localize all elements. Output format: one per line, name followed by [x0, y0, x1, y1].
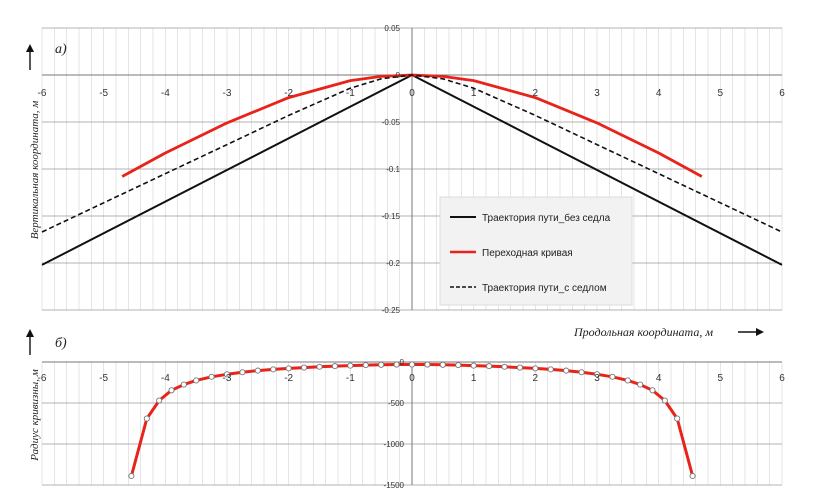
panel-b-x-tick-label: -3 — [223, 373, 232, 384]
panel-a-y-tick-label: -0.05 — [382, 118, 401, 127]
panel-b-point — [674, 415, 681, 422]
panel-b-point — [547, 366, 554, 373]
panel-b-point — [347, 362, 354, 369]
panel-a-grid — [41, 27, 783, 311]
panel-b-x-tick-label: -6 — [38, 373, 47, 384]
legend-label-saddle: Траектория пути_с седлом — [482, 283, 607, 294]
panel-b-point — [578, 369, 585, 376]
panel-a-x-tick-label: 2 — [533, 88, 539, 99]
panel-b-point — [362, 362, 369, 369]
panel-b-point — [637, 381, 644, 388]
panel-b-point — [439, 361, 446, 368]
panel-b-x-tick-label: 1 — [471, 373, 477, 384]
panel-b-point — [516, 364, 523, 371]
panel-b-ylabel: Радиус кривизны, м — [29, 369, 41, 462]
panel-b-x-tick-label: 3 — [594, 373, 600, 384]
panel-a-x-tick-label: 3 — [594, 88, 600, 99]
panel-b-xlabel: Продольная координата, м — [573, 325, 713, 339]
panel-b-point — [301, 364, 308, 371]
panel-b-y-tick-label: -1500 — [384, 481, 405, 490]
panel-b-x-tick-label: -1 — [346, 373, 355, 384]
panel-b-x-tick-label: 2 — [533, 373, 539, 384]
panel-b-x-tick-label: 0 — [409, 373, 415, 384]
panel-b-y-tick-label: -1000 — [384, 440, 405, 449]
panel-b-point — [408, 361, 416, 368]
panel-b-point — [254, 367, 261, 374]
panel-a-series — [41, 73, 783, 266]
panel-b-point — [316, 363, 323, 370]
panel-b-x-tick-label: 6 — [779, 373, 785, 384]
panel-b-point — [649, 387, 656, 394]
panel-b-point — [689, 472, 696, 480]
panel-b-point — [501, 363, 508, 370]
panel-b-point — [223, 371, 231, 378]
panel-a-x-tick-label: -3 — [223, 88, 232, 99]
panel-a-x-tick-label: -2 — [284, 88, 293, 99]
panel-b-ylabel-arrow — [26, 329, 34, 355]
panel-b-series — [128, 361, 696, 480]
panel-a-x-tick-label: -4 — [161, 88, 170, 99]
panel-b-point — [285, 365, 292, 372]
panel-a-y-tick-label: -0.2 — [386, 259, 400, 268]
panel-a-y-tick-label: -0.25 — [382, 306, 401, 315]
panel-a-x-tick-label: 5 — [718, 88, 724, 99]
panel-b-point — [661, 397, 668, 404]
panel-a-x-tick-label: 0 — [409, 88, 415, 99]
panel-b-point — [378, 361, 385, 368]
panel-a-y-tick-label: -0.15 — [382, 212, 401, 221]
panel-b-point — [193, 377, 200, 384]
panel-a-ylabel-arrow — [26, 44, 34, 70]
panel-b-point — [470, 362, 477, 369]
panel-b-x-tick-label: 4 — [656, 373, 662, 384]
panel-a-series-2 — [41, 74, 783, 233]
panel-a-ylabel: Вертикальная координата, м — [29, 101, 41, 240]
panel-a-x-tick-label: 4 — [656, 88, 662, 99]
panel-b-point — [156, 397, 163, 404]
panel-b-point — [424, 361, 431, 368]
panel-b-point — [208, 373, 215, 380]
panel-b-point — [128, 472, 135, 480]
panel-a-y-tick-label: 0 — [396, 71, 401, 80]
panel-a-x-tick-label: -5 — [99, 88, 108, 99]
panel-b-x-tick-label: 5 — [718, 373, 724, 384]
panel-b-x-tick-label: -2 — [284, 373, 293, 384]
panel-b-label: б) — [55, 336, 67, 351]
panel-b-point — [180, 381, 187, 388]
panel-b-x-tick-label: -4 — [161, 373, 170, 384]
panel-a-y-tick-label: 0.05 — [384, 24, 400, 33]
legend-label-transition: Переходная кривая — [482, 248, 573, 259]
panel-a-x-tick-label: -6 — [38, 88, 47, 99]
panel-b-point — [331, 363, 338, 370]
legend-label-no-saddle: Траектория пути_без седла — [482, 212, 611, 224]
panel-b-point — [563, 367, 570, 374]
panel-b-point — [624, 377, 631, 384]
panel-b-point — [143, 415, 150, 422]
legend: Траектория пути_без седла Переходная кри… — [439, 196, 633, 306]
panel-b-point — [532, 365, 539, 372]
panel-b-point — [593, 371, 601, 378]
panel-b-point — [609, 373, 616, 380]
panel-a-x-tick-label: 6 — [779, 88, 785, 99]
panel-a-x-tick-label: 1 — [471, 88, 477, 99]
panel-b-point — [270, 366, 277, 373]
panel-b-point — [239, 369, 246, 376]
panel-a-y-tick-label: -0.1 — [386, 165, 400, 174]
panel-a-x-tick-label: -1 — [346, 88, 355, 99]
panel-b-x-tick-label: -5 — [99, 373, 108, 384]
panel-b-point — [486, 363, 493, 370]
panel-b-point — [168, 387, 175, 394]
panel-b-point — [393, 361, 400, 368]
panel-b-xlabel-arrow — [738, 328, 764, 336]
panel-b-y-tick-label: -500 — [388, 399, 405, 408]
panel-a-tick-labels: -6 -5 -4 -3 -2 -1 0 1 2 3 4 5 6 0.05 0 -0.05 -0.1 -0.15 -0… — [38, 24, 786, 315]
panel-b-point — [455, 362, 462, 369]
panel-b-y-tick-label: 0 — [400, 358, 405, 367]
panel-a-label: а) — [55, 42, 67, 57]
panel-b-tick-labels: -6 -5 -4 -3 -2 -1 0 1 2 3 4 5 6 0 -500 -1000 -1500 — [38, 358, 786, 490]
